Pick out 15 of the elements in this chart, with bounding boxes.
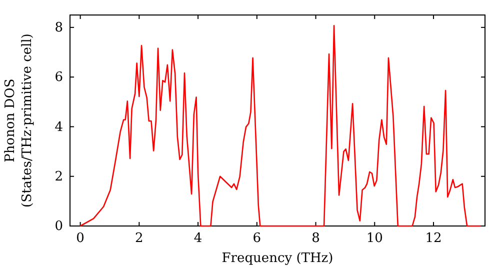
x-tick-label: 0 [76,231,84,246]
x-axis-title: Frequency (THz) [222,251,334,266]
y-tick-label: 8 [54,20,63,36]
x-tick-label: 6 [252,231,262,246]
line-series [80,25,482,227]
x-tick-label: 8 [312,231,320,246]
x-tick-label: 2 [135,231,144,246]
y-axis-title: Phonon DOS (States/THz·primitive cell) [3,33,35,208]
x-tick-label: 4 [194,231,202,246]
x-tick-label: 10 [366,231,383,246]
y-tick-label: 0 [54,219,63,234]
x-tick-label: 12 [425,231,442,246]
y-tick-label: 6 [54,70,63,86]
y-tick-label: 2 [54,170,63,185]
y-tick-label: 4 [54,120,63,135]
